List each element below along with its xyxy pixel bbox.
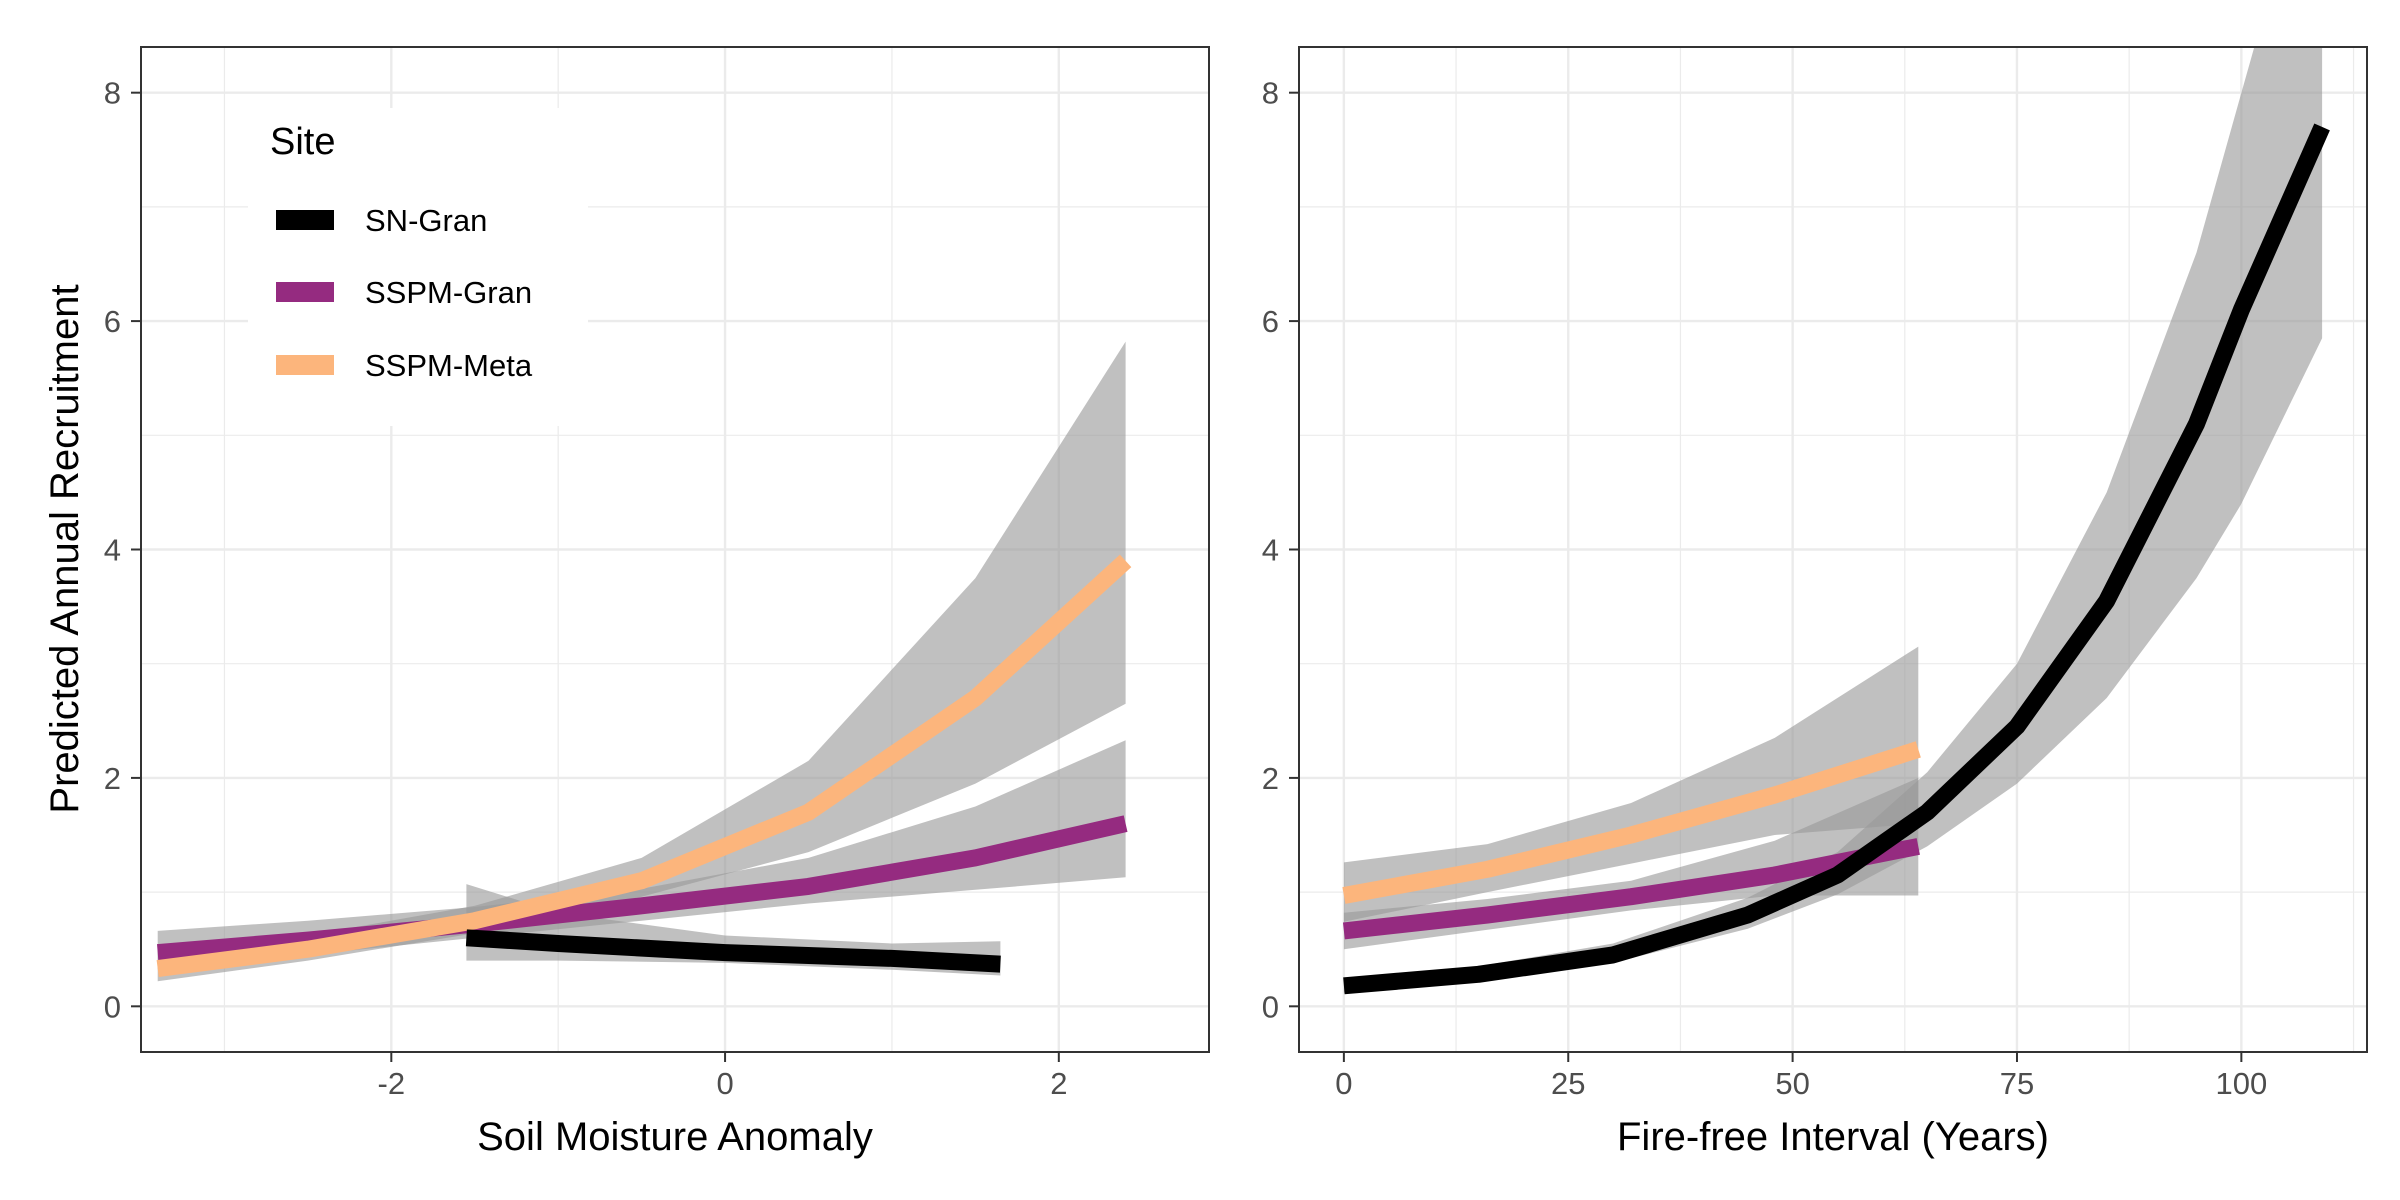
x-tick-label: 100 (2215, 1066, 2267, 1101)
legend: Site SN-Gran SSPM-Gran SSPM-Meta (248, 108, 588, 426)
y-tick-label: 0 (1262, 989, 1279, 1024)
ribbon-sn-gran (1343, 47, 2323, 993)
line-sspm-meta (156, 554, 1132, 978)
legend-label-sspm-gran: SSPM-Gran (365, 275, 532, 310)
y-tick-label: 6 (104, 304, 121, 339)
x-tick-label: 50 (1775, 1066, 1809, 1101)
axis-ticks: -2 0 2 0 2 4 6 8 (104, 76, 1068, 1101)
legend-key-sspm-meta (276, 355, 334, 375)
legend-key-sspm-gran (276, 282, 334, 302)
y-tick-label: 0 (104, 989, 121, 1024)
y-tick-label: 8 (1262, 76, 1279, 111)
x-tick-label: 75 (2000, 1066, 2034, 1101)
x-axis-title: Soil Moisture Anomaly (477, 1115, 873, 1159)
ribbon-sspm-meta (157, 341, 1126, 982)
legend-item-sspm-gran: SSPM-Gran (276, 275, 532, 310)
legend-item-sn-gran: SN-Gran (276, 203, 487, 238)
ribbon-sspm-gran (1343, 777, 1919, 950)
line-sspm-gran (156, 815, 1128, 962)
legend-key-sn-gran (276, 210, 334, 230)
y-axis-title: Predicted Annual Recruitment (43, 284, 87, 813)
panel-soil-moisture: -2 0 2 0 2 4 6 8 Soil Moisture Anomaly (104, 46, 1210, 1159)
confidence-ribbons (1343, 47, 2323, 993)
x-tick-label: 0 (1335, 1066, 1352, 1101)
fitted-lines (1342, 123, 2330, 995)
legend-title: Site (270, 121, 335, 163)
line-sn-gran (465, 929, 1001, 973)
y-tick-label: 2 (1262, 761, 1279, 796)
line-sspm-meta (1342, 741, 1921, 904)
legend-item-sspm-meta: SSPM-Meta (276, 348, 533, 383)
y-tick-label: 8 (104, 76, 121, 111)
y-tick-label: 6 (1262, 304, 1279, 339)
y-tick-label: 4 (1262, 533, 1279, 568)
axis-ticks: 0 25 50 75 100 0 2 4 6 8 (1262, 76, 2267, 1101)
panel-fire-free-interval: 0 25 50 75 100 0 2 4 6 8 Fire-free Interval (Year… (1262, 46, 2368, 1159)
x-tick-label: -2 (378, 1066, 406, 1101)
y-tick-label: 2 (104, 761, 121, 796)
y-tick-label: 4 (104, 533, 121, 568)
x-axis-title: Fire-free Interval (Years) (1617, 1115, 2049, 1159)
ribbon-sspm-meta (1343, 646, 1919, 922)
x-tick-label: 0 (716, 1066, 733, 1101)
line-sn-gran (1343, 123, 2330, 995)
legend-label-sspm-meta: SSPM-Meta (365, 348, 533, 383)
x-tick-label: 2 (1050, 1066, 1067, 1101)
line-sspm-gran (1342, 838, 1920, 940)
legend-label-sn-gran: SN-Gran (365, 203, 487, 238)
fitted-lines (156, 554, 1132, 978)
x-tick-label: 25 (1551, 1066, 1585, 1101)
